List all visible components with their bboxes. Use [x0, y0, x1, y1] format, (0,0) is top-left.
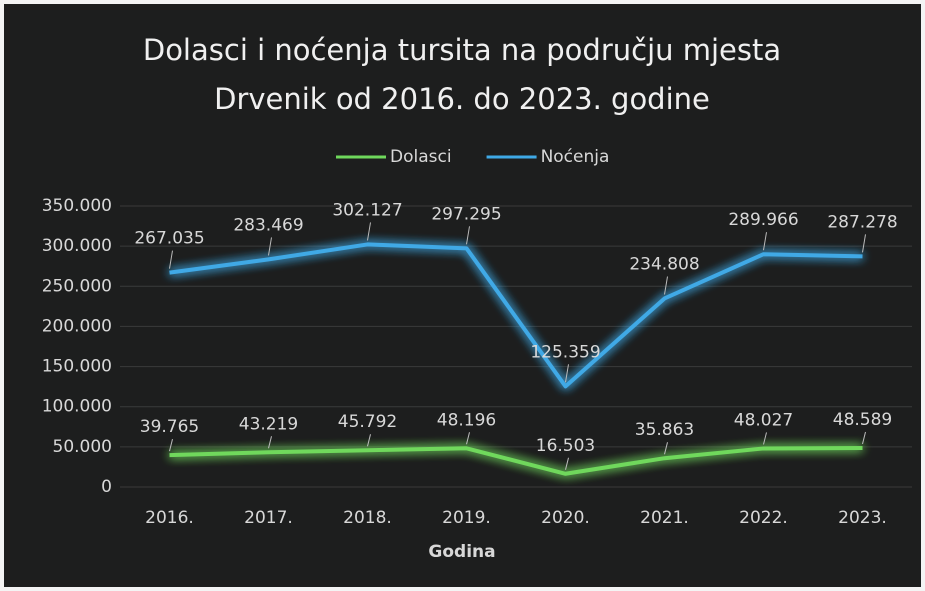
data-label: 16.503 — [536, 436, 595, 456]
chart-background — [4, 4, 921, 587]
series-line — [169, 242, 863, 389]
y-tick-label: 0 — [101, 477, 112, 497]
data-label: 297.295 — [431, 204, 501, 224]
data-label: 48.196 — [437, 410, 496, 430]
data-label: 289.966 — [728, 210, 798, 230]
data-label: 39.765 — [140, 417, 199, 437]
label-leader — [664, 276, 668, 295]
x-tick-label: 2016. — [145, 508, 194, 528]
legend-label: Dolasci — [390, 147, 452, 167]
label-leader — [565, 364, 569, 383]
label-leader — [268, 436, 272, 449]
y-tick-label: 350.000 — [42, 196, 112, 216]
label-leader — [169, 250, 173, 269]
label-leader — [367, 434, 371, 447]
data-label: 302.127 — [332, 200, 402, 220]
chart-title: Dolasci i noćenja tursita na području mj… — [143, 33, 781, 67]
x-tick-label: 2018. — [343, 508, 392, 528]
data-label: 48.589 — [833, 410, 892, 430]
data-label: 267.035 — [134, 229, 204, 249]
label-leader — [268, 237, 272, 256]
y-tick-label: 50.000 — [53, 437, 112, 457]
y-tick-label: 250.000 — [42, 276, 112, 296]
series-line — [169, 445, 863, 476]
data-label: 35.863 — [635, 420, 694, 440]
data-label: 283.469 — [233, 215, 303, 235]
label-leader — [862, 431, 866, 445]
x-tick-label: 2019. — [442, 508, 491, 528]
label-leader — [862, 234, 866, 253]
data-label: 45.792 — [338, 412, 397, 432]
legend-label: Noćenja — [541, 147, 610, 167]
data-label: 125.359 — [530, 342, 600, 362]
data-label: 43.219 — [239, 414, 298, 434]
label-leader — [565, 457, 569, 470]
label-leader — [763, 432, 767, 445]
x-tick-label: 2021. — [640, 508, 689, 528]
chart-title: Drvenik od 2016. do 2023. godine — [214, 82, 710, 116]
data-label: 234.808 — [629, 254, 699, 274]
y-tick-label: 200.000 — [42, 316, 112, 336]
data-label: 287.278 — [827, 212, 897, 232]
data-label: 48.027 — [734, 410, 793, 430]
x-tick-label: 2020. — [541, 508, 590, 528]
y-tick-label: 150.000 — [42, 357, 112, 377]
x-tick-label: 2023. — [838, 508, 887, 528]
label-leader — [367, 222, 371, 241]
label-leader — [763, 232, 767, 251]
x-tick-label: 2017. — [244, 508, 293, 528]
x-axis-label: Godina — [428, 542, 495, 562]
label-leader — [664, 442, 668, 455]
label-leader — [466, 226, 470, 245]
y-tick-label: 300.000 — [42, 236, 112, 256]
label-leader — [169, 438, 173, 452]
label-leader — [466, 432, 470, 445]
x-tick-label: 2022. — [739, 508, 788, 528]
y-tick-label: 100.000 — [42, 397, 112, 417]
